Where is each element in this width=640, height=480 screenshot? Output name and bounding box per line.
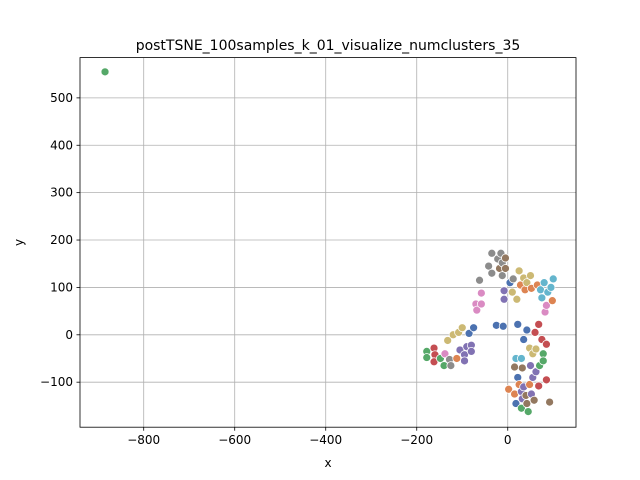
x-axis-label: x bbox=[324, 456, 331, 470]
data-point bbox=[511, 399, 521, 408]
data-point bbox=[519, 335, 529, 344]
data-point bbox=[517, 363, 527, 373]
data-point bbox=[466, 347, 476, 356]
data-point bbox=[499, 286, 509, 296]
data-point bbox=[522, 325, 532, 335]
data-point bbox=[498, 321, 508, 331]
data-points bbox=[100, 67, 558, 416]
data-point bbox=[525, 380, 534, 389]
plot-frame bbox=[79, 57, 577, 428]
data-point bbox=[522, 399, 532, 408]
y-tick-label: −100 bbox=[40, 375, 73, 389]
x-tick-label: −800 bbox=[127, 433, 160, 447]
data-point bbox=[526, 361, 535, 370]
data-point bbox=[513, 320, 523, 329]
data-point bbox=[536, 285, 545, 295]
x-tick-label: −600 bbox=[218, 433, 251, 447]
data-point bbox=[534, 320, 544, 329]
data-point bbox=[487, 248, 497, 258]
data-point bbox=[548, 274, 558, 284]
data-point bbox=[475, 275, 484, 285]
data-point bbox=[499, 294, 509, 304]
data-point bbox=[457, 323, 467, 333]
data-point bbox=[542, 375, 551, 385]
data-point bbox=[497, 271, 507, 280]
data-point bbox=[514, 266, 524, 276]
grid bbox=[80, 57, 576, 428]
data-point bbox=[546, 283, 556, 292]
data-point bbox=[517, 354, 526, 363]
data-point bbox=[476, 288, 486, 298]
data-point bbox=[526, 271, 535, 280]
data-point bbox=[452, 354, 462, 363]
data-point bbox=[100, 67, 110, 77]
data-point bbox=[542, 339, 551, 349]
x-tick-label: −200 bbox=[400, 433, 433, 447]
data-point bbox=[508, 274, 518, 284]
data-point bbox=[501, 253, 510, 263]
data-point bbox=[510, 362, 519, 372]
y-tick-label: 500 bbox=[50, 91, 73, 105]
data-point bbox=[529, 395, 539, 405]
data-point bbox=[460, 356, 469, 366]
chart-title: postTSNE_100samples_k_01_visualize_numcl… bbox=[136, 38, 521, 54]
data-point bbox=[446, 361, 456, 370]
data-point bbox=[542, 301, 551, 310]
data-point bbox=[507, 287, 517, 297]
data-point bbox=[469, 323, 478, 333]
data-point bbox=[501, 264, 510, 273]
axis-ticks: −800 −600 −400 −200 0 −100 0 100 200 300 400 500 bbox=[40, 91, 512, 447]
y-tick-label: 100 bbox=[50, 280, 73, 294]
data-point bbox=[531, 344, 541, 354]
data-point bbox=[539, 278, 549, 288]
data-point bbox=[534, 381, 544, 391]
y-axis-label: y bbox=[12, 239, 26, 246]
data-point bbox=[522, 278, 532, 288]
x-tick-label: −400 bbox=[309, 433, 342, 447]
data-point bbox=[537, 293, 547, 303]
data-point bbox=[487, 268, 497, 278]
data-point bbox=[484, 261, 494, 271]
y-tick-label: 200 bbox=[50, 233, 73, 247]
y-tick-label: 400 bbox=[50, 138, 73, 152]
data-point bbox=[538, 356, 548, 366]
data-point bbox=[513, 373, 523, 382]
data-point bbox=[464, 329, 474, 338]
data-point bbox=[440, 349, 450, 359]
data-point bbox=[530, 328, 540, 337]
data-point bbox=[422, 353, 432, 362]
y-tick-label: 0 bbox=[65, 328, 73, 342]
data-point bbox=[547, 296, 557, 306]
data-point bbox=[512, 294, 522, 304]
x-tick-label: 0 bbox=[504, 433, 512, 447]
data-point bbox=[545, 397, 554, 407]
data-point bbox=[523, 407, 533, 416]
data-point bbox=[476, 299, 486, 309]
data-point bbox=[472, 305, 482, 315]
y-tick-label: 300 bbox=[50, 186, 73, 200]
data-point bbox=[504, 384, 514, 394]
data-point bbox=[443, 336, 453, 345]
